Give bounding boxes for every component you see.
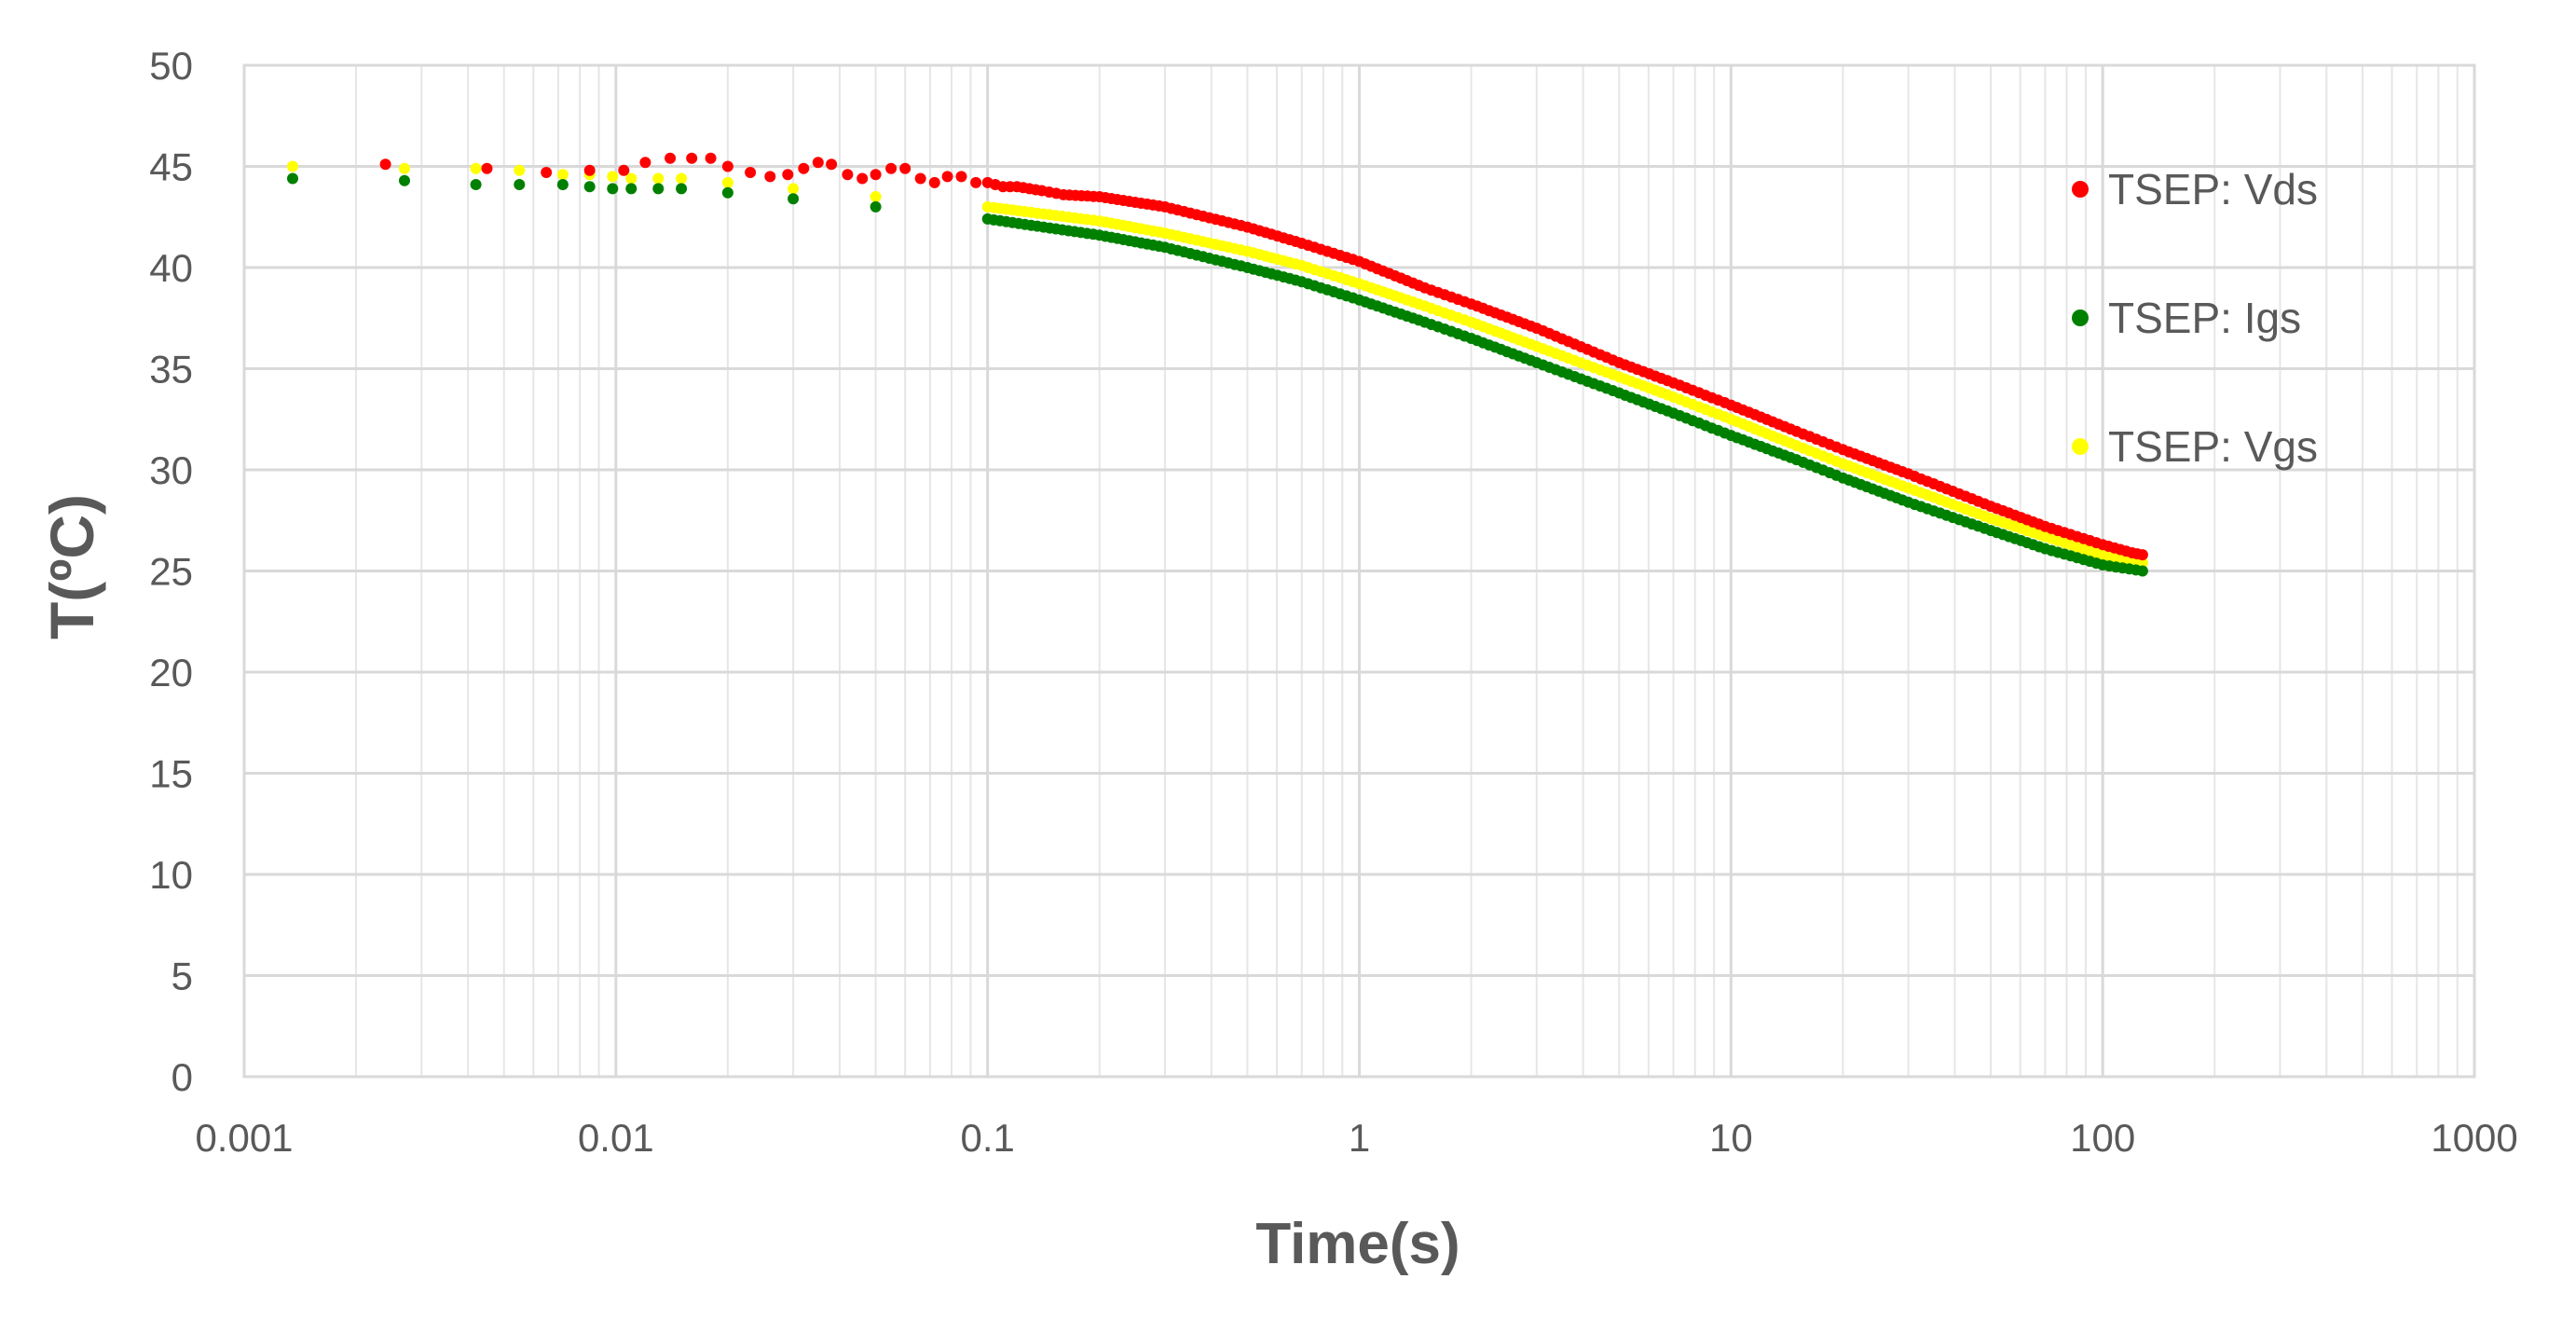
x-tick-label: 0.01 <box>578 1116 654 1160</box>
x-tick-label: 100 <box>2070 1116 2135 1160</box>
y-tick-label: 50 <box>149 44 193 88</box>
data-point-vds <box>745 167 757 178</box>
data-point-vds <box>812 157 824 169</box>
data-point-vds <box>826 158 838 171</box>
data-point-vds <box>842 169 854 181</box>
data-point-vgs <box>287 160 298 172</box>
data-point-vds <box>782 169 794 181</box>
data-point-igs <box>652 183 665 195</box>
data-point-igs <box>470 179 482 190</box>
y-axis-title: T(ºC) <box>37 494 106 639</box>
data-point-igs <box>514 179 526 190</box>
data-point-igs <box>2136 565 2148 577</box>
series-vds-points <box>379 152 2148 561</box>
data-point-igs <box>607 183 619 195</box>
data-point-vds <box>928 176 940 188</box>
x-tick-label: 1 <box>1349 1116 1370 1160</box>
x-tick-label: 10 <box>1709 1116 1753 1160</box>
data-point-vgs <box>2136 557 2148 569</box>
data-point-vds <box>970 176 982 188</box>
data-point-vgs <box>607 171 619 183</box>
y-tick-label: 35 <box>149 348 193 392</box>
legend-marker-vds <box>2072 181 2089 198</box>
data-point-vds <box>686 152 698 164</box>
data-point-vds <box>379 158 391 171</box>
y-tick-label: 10 <box>149 853 193 897</box>
data-point-vds <box>885 162 897 174</box>
data-point-igs <box>556 179 569 190</box>
data-point-igs <box>399 174 410 186</box>
x-tick-label: 0.1 <box>960 1116 1014 1160</box>
data-point-vds <box>639 157 651 169</box>
data-point-vds <box>541 167 553 178</box>
y-tick-label: 30 <box>149 448 193 492</box>
data-point-vds <box>721 160 733 172</box>
data-point-vds <box>941 171 953 183</box>
data-point-vgs <box>625 172 637 185</box>
data-point-vds <box>583 164 596 176</box>
data-point-vds <box>899 162 911 174</box>
y-tick-label: 15 <box>149 752 193 796</box>
x-axis-tick-labels: 0.001 0.01 0.1 1 10 100 1000 <box>195 1116 2517 1160</box>
legend-marker-igs <box>2072 309 2089 326</box>
data-point-vds <box>856 172 869 185</box>
series-igs-points <box>287 172 2148 577</box>
data-point-vgs <box>676 172 688 185</box>
data-point-vds <box>870 169 882 181</box>
data-point-vgs <box>652 172 665 185</box>
data-point-igs <box>721 186 733 199</box>
data-point-igs <box>788 193 800 205</box>
legend-label-vds: TSEP: Vds <box>2108 165 2318 213</box>
y-tick-label: 25 <box>149 550 193 594</box>
data-point-vds <box>955 171 967 183</box>
legend-label-vgs: TSEP: Vgs <box>2108 422 2318 471</box>
y-axis-tick-labels: 0 5 10 15 20 25 30 35 40 45 50 <box>149 44 193 1099</box>
data-point-vds <box>2136 549 2148 561</box>
data-point-vgs <box>514 164 526 176</box>
chart-legend: TSEP: Vds TSEP: Igs TSEP: Vgs <box>2072 165 2318 471</box>
data-point-vgs <box>556 169 569 181</box>
data-point-vgs <box>399 162 410 174</box>
data-point-vds <box>618 164 630 176</box>
y-tick-label: 20 <box>149 651 193 694</box>
data-point-igs <box>625 183 637 195</box>
x-tick-label: 1000 <box>2431 1116 2517 1160</box>
y-tick-label: 45 <box>149 145 193 189</box>
data-point-igs <box>583 181 596 193</box>
data-point-vds <box>665 152 677 164</box>
data-point-vgs <box>470 162 482 174</box>
x-axis-title: Time(s) <box>1255 1212 1459 1276</box>
data-point-igs <box>870 200 882 213</box>
y-tick-label: 40 <box>149 246 193 290</box>
x-tick-label: 0.001 <box>195 1116 293 1160</box>
data-point-vds <box>705 152 717 164</box>
data-point-vds <box>798 162 810 174</box>
y-tick-label: 5 <box>171 955 193 998</box>
data-point-vgs <box>721 176 733 188</box>
data-point-igs <box>676 183 688 195</box>
series-vgs-points <box>287 160 2148 569</box>
data-point-vgs <box>870 191 882 202</box>
data-point-vds <box>914 172 926 185</box>
legend-label-igs: TSEP: Igs <box>2108 294 2301 342</box>
data-point-vds <box>764 171 776 183</box>
data-point-igs <box>287 172 298 185</box>
y-tick-label: 0 <box>171 1055 193 1099</box>
legend-marker-vgs <box>2072 438 2089 455</box>
data-point-vgs <box>788 183 800 195</box>
data-point-vds <box>481 162 493 174</box>
plot-area-frame <box>242 63 2476 1079</box>
